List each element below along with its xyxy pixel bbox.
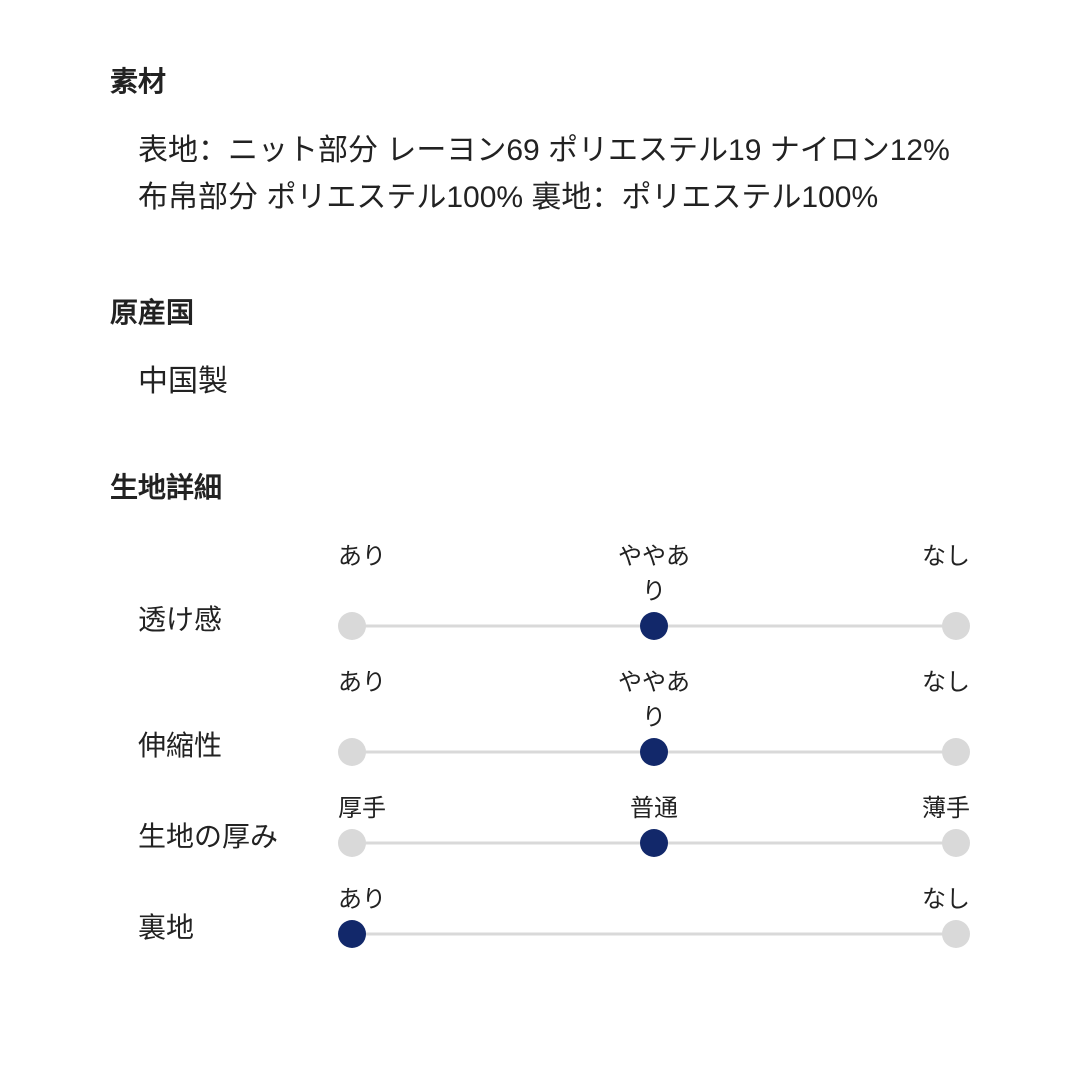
section-heading-origin: 原産国	[110, 291, 970, 331]
scale-track	[338, 829, 970, 857]
section-heading-material: 素材	[110, 60, 970, 100]
fabric-detail-scale: 厚手 普通 薄手	[338, 786, 970, 857]
scale-label: あり	[338, 662, 428, 732]
fabric-detail-table: 透け感ありややありなし伸縮性ありややありなし生地の厚み厚手普通薄手裏地ありなし	[110, 534, 970, 948]
fabric-detail-row-label: 生地の厚み	[138, 815, 338, 857]
section-body-material: 表地：ニット部分 レーヨン69 ポリエステル19 ナイロン12% 布帛部分 ポリ…	[110, 128, 970, 221]
fabric-detail-row: 生地の厚み厚手 普通 薄手	[138, 786, 970, 857]
fabric-detail-row-label: 裏地	[138, 906, 338, 948]
scale-dot-inactive	[942, 829, 970, 857]
scale-track	[338, 738, 970, 766]
fabric-detail-row: 伸縮性あり ややあり なし	[138, 660, 970, 766]
scale-label: なし	[880, 662, 970, 732]
scale-label: 厚手	[338, 788, 428, 823]
scale-line	[352, 932, 956, 935]
fabric-detail-row-label: 伸縮性	[138, 724, 338, 766]
scale-dot-inactive	[942, 738, 970, 766]
scale-label: ややあり	[609, 662, 699, 732]
scale-dot-inactive	[338, 829, 366, 857]
scale-label: 薄手	[880, 788, 970, 823]
scale-dot-inactive	[942, 612, 970, 640]
fabric-detail-row: 透け感あり ややあり なし	[138, 534, 970, 640]
scale-track	[338, 612, 970, 640]
scale-dot-inactive	[942, 920, 970, 948]
scale-label: あり	[338, 536, 428, 606]
fabric-detail-scale: あり ややあり なし	[338, 534, 970, 640]
scale-track	[338, 920, 970, 948]
scale-label: 普通	[609, 788, 699, 823]
scale-label-empty	[609, 879, 699, 914]
fabric-detail-scale: あり なし	[338, 877, 970, 948]
section-heading-fabric-detail: 生地詳細	[110, 466, 970, 506]
scale-dot-active	[640, 612, 668, 640]
fabric-detail-row: 裏地あり なし	[138, 877, 970, 948]
scale-label: なし	[880, 536, 970, 606]
scale-labels: 厚手 普通 薄手	[338, 788, 970, 823]
scale-dot-inactive	[338, 738, 366, 766]
scale-dot-active	[640, 829, 668, 857]
fabric-detail-row-label: 透け感	[138, 598, 338, 640]
scale-label: あり	[338, 879, 428, 914]
section-body-origin: 中国製	[110, 359, 970, 406]
scale-label: なし	[880, 879, 970, 914]
scale-label: ややあり	[609, 536, 699, 606]
fabric-detail-scale: あり ややあり なし	[338, 660, 970, 766]
scale-labels: あり ややあり なし	[338, 662, 970, 732]
scale-dot-active	[338, 920, 366, 948]
scale-labels: あり なし	[338, 879, 970, 914]
scale-dot-active	[640, 738, 668, 766]
scale-dot-inactive	[338, 612, 366, 640]
scale-labels: あり ややあり なし	[338, 536, 970, 606]
